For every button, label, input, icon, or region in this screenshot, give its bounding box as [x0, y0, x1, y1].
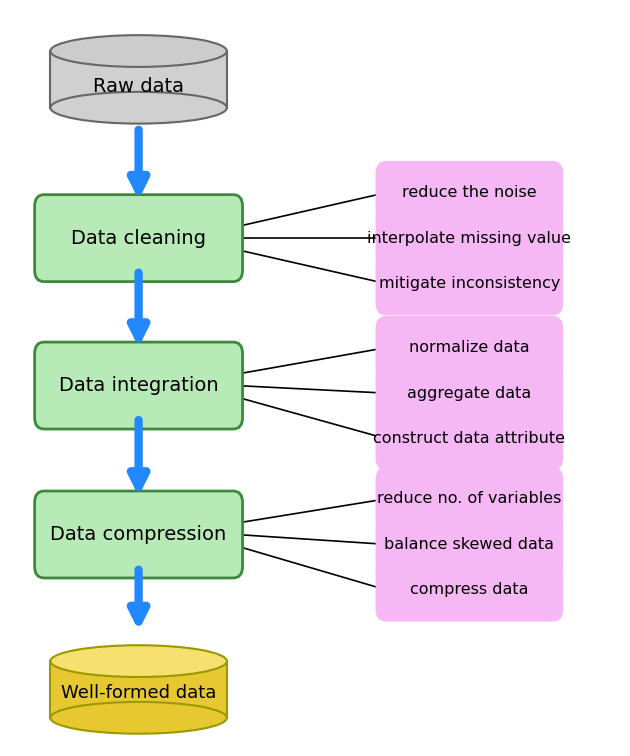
FancyBboxPatch shape	[377, 317, 563, 379]
Ellipse shape	[50, 36, 227, 67]
Text: mitigate inconsistency: mitigate inconsistency	[379, 276, 560, 291]
Text: Data compression: Data compression	[50, 525, 227, 544]
Text: Data integration: Data integration	[59, 376, 219, 395]
Text: aggregate data: aggregate data	[407, 386, 532, 401]
FancyBboxPatch shape	[377, 468, 563, 530]
Bar	[50, 661, 227, 718]
FancyBboxPatch shape	[377, 407, 563, 469]
Ellipse shape	[50, 92, 227, 124]
Text: balance skewed data: balance skewed data	[384, 537, 554, 552]
Text: normalize data: normalize data	[409, 340, 530, 355]
Text: Data cleaning: Data cleaning	[71, 228, 206, 248]
Text: compress data: compress data	[410, 582, 529, 597]
Text: reduce no. of variables: reduce no. of variables	[377, 491, 561, 507]
Text: Well-formed data: Well-formed data	[61, 684, 216, 702]
Text: Raw data: Raw data	[93, 77, 184, 97]
Ellipse shape	[50, 646, 227, 677]
Bar	[50, 51, 227, 108]
Text: construct data attribute: construct data attribute	[374, 431, 565, 446]
Text: interpolate missing value: interpolate missing value	[367, 231, 571, 246]
Text: reduce the noise: reduce the noise	[402, 185, 537, 200]
FancyBboxPatch shape	[377, 207, 563, 269]
FancyBboxPatch shape	[377, 162, 563, 224]
FancyBboxPatch shape	[377, 559, 563, 621]
FancyBboxPatch shape	[35, 194, 243, 281]
Ellipse shape	[50, 702, 227, 733]
FancyBboxPatch shape	[35, 491, 243, 578]
FancyBboxPatch shape	[377, 253, 563, 314]
FancyBboxPatch shape	[35, 342, 243, 429]
FancyBboxPatch shape	[377, 362, 563, 424]
FancyBboxPatch shape	[377, 513, 563, 575]
